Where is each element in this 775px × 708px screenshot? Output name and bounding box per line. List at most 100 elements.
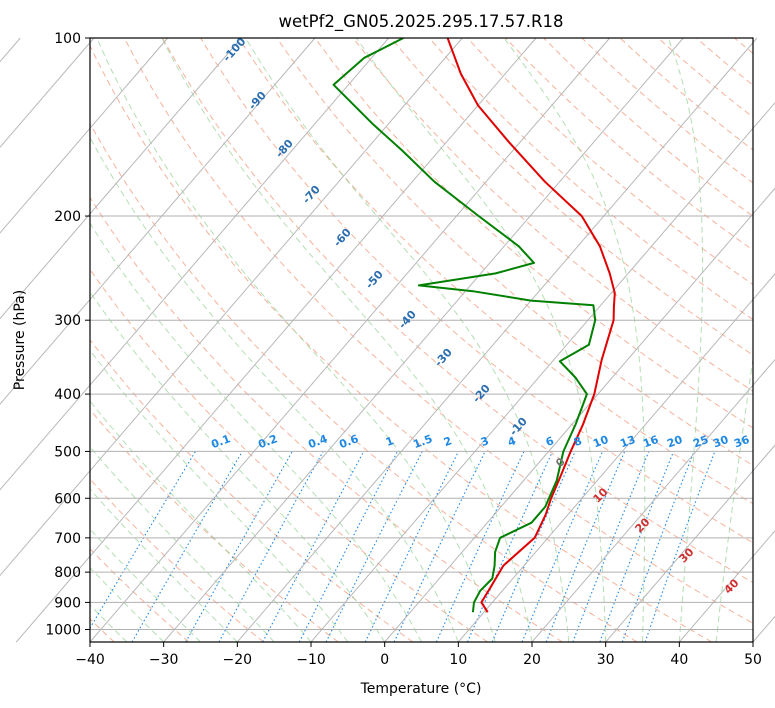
isotherm [605, 444, 775, 643]
y-tick-label: 300 [54, 313, 81, 329]
mixing-ratio-label: 16 [641, 433, 660, 451]
moist-adiabat [90, 222, 422, 642]
sounding-lines [332, 38, 616, 613]
mixing-ratio-label: 0.4 [306, 432, 329, 451]
mixing-ratio-label: 0.2 [256, 432, 279, 451]
isotherm [0, 37, 390, 491]
mixing-ratio-line [599, 451, 675, 642]
dry-adiabat-label: -90 [246, 89, 269, 113]
y-axis-label: Pressure (hPa) [12, 290, 28, 390]
mixing-ratio-label: 0.6 [337, 432, 360, 451]
mixing-ratio-line [644, 451, 716, 642]
moist-adiabat-label: 30 [677, 545, 697, 565]
mixing-ratio-label: 6 [544, 434, 556, 449]
mixing-ratio-label: 4 [506, 434, 518, 449]
isotherm [89, 37, 611, 643]
moist-adiabat [90, 446, 275, 642]
isotherm [0, 37, 242, 320]
mixing-ratio-line [262, 451, 365, 642]
dry-adiabat [390, 38, 753, 356]
isotherm [310, 101, 775, 643]
moist-adiabat [752, 638, 753, 642]
dry-adiabat-label: -50 [363, 268, 386, 292]
isotherm [0, 37, 169, 234]
dry-adiabat [90, 478, 264, 642]
dry-adiabat [90, 196, 563, 642]
y-tick-label: 100 [54, 31, 81, 47]
dry-adiabat-label: -30 [432, 346, 455, 370]
mixing-ratio-label: 36 [732, 433, 751, 451]
dry-adiabat [619, 38, 753, 151]
mixing-ratio-line [364, 451, 459, 642]
isotherm [163, 37, 684, 643]
moist-adiabat [90, 528, 201, 642]
dry-adiabat [90, 44, 712, 642]
dry-adiabat [90, 268, 488, 642]
x-tick-label: −30 [149, 652, 179, 668]
isotherm [0, 37, 95, 149]
dry-adiabat-label: -40 [396, 308, 419, 332]
isotherm [457, 273, 775, 643]
mixing-ratio-line [325, 451, 423, 642]
mixing-ratio-label: 8 [572, 434, 584, 449]
mixing-ratio-line [491, 451, 576, 642]
isotherm [15, 37, 537, 643]
mixing-ratio-line [466, 451, 554, 642]
dry-adiabat-label: -70 [300, 183, 323, 207]
x-tick-label: 20 [523, 652, 541, 668]
isotherm [678, 530, 775, 643]
dry-adiabat [352, 38, 753, 392]
mixing-ratio-label: 20 [665, 433, 684, 451]
moist-adiabat [161, 38, 533, 642]
mixing-ratio-label: 13 [618, 433, 637, 450]
x-tick-label: 40 [670, 652, 688, 668]
x-tick-label: 30 [597, 652, 615, 668]
mixing-ratio-line [131, 451, 243, 642]
mixing-ratio-label: 1.5 [411, 432, 434, 451]
mixing-ratio-label: 30 [711, 433, 730, 451]
y-tick-label: 1000 [45, 622, 81, 638]
dry-adiabat [314, 38, 753, 429]
mixing-ratio-label: 10 [591, 433, 610, 451]
mixing-ratio-label: 25 [691, 433, 710, 450]
y-tick-label: 600 [54, 491, 81, 507]
moist-adiabat [667, 38, 704, 642]
dry-adiabat [467, 38, 753, 286]
dry-adiabat [200, 38, 753, 544]
moist-adiabat [355, 38, 607, 642]
temperature-line [446, 38, 616, 613]
dry-adiabat [90, 339, 414, 642]
mixing-ratio-line [545, 451, 626, 642]
dry-adiabat [123, 38, 753, 624]
axes: −40 −30 −20 −10 0 10 20 30 40 5010020030040050060… [45, 31, 762, 668]
dry-adiabat [238, 38, 753, 505]
x-tick-label: 50 [744, 652, 762, 668]
isotherm [0, 37, 316, 405]
line-labels: -100-90-80-70-60-50-40-30-20-100.1 0.2 0.4… [209, 35, 751, 597]
moist-adiabat [90, 349, 349, 642]
dry-adiabat [543, 38, 753, 217]
dewpoint-line [332, 38, 597, 613]
dry-adiabat-label: -80 [273, 137, 296, 161]
moist-adiabat [90, 291, 386, 642]
x-tick-label: −10 [296, 652, 326, 668]
moist-adiabat [90, 400, 312, 642]
isotherm [752, 615, 775, 643]
moist-adiabat-label: 20 [633, 515, 653, 535]
y-tick-label: 400 [54, 387, 81, 403]
mixing-ratio-label: 2 [442, 434, 454, 449]
dry-adiabat [161, 38, 753, 584]
x-tick-label: −40 [75, 652, 105, 668]
dry-adiabat-label: -60 [331, 226, 354, 250]
moist-adiabat [90, 488, 238, 642]
mixing-ratio-label: 0.1 [209, 432, 232, 451]
dry-adiabat [505, 38, 753, 251]
dry-adiabat [90, 408, 339, 642]
isotherm [531, 358, 775, 643]
y-tick-label: 800 [54, 565, 81, 581]
mixing-ratio-label: 1 [384, 434, 396, 449]
moist-adiabat [503, 38, 646, 642]
mixing-ratio-line [572, 451, 650, 642]
dry-adiabat [90, 122, 638, 642]
